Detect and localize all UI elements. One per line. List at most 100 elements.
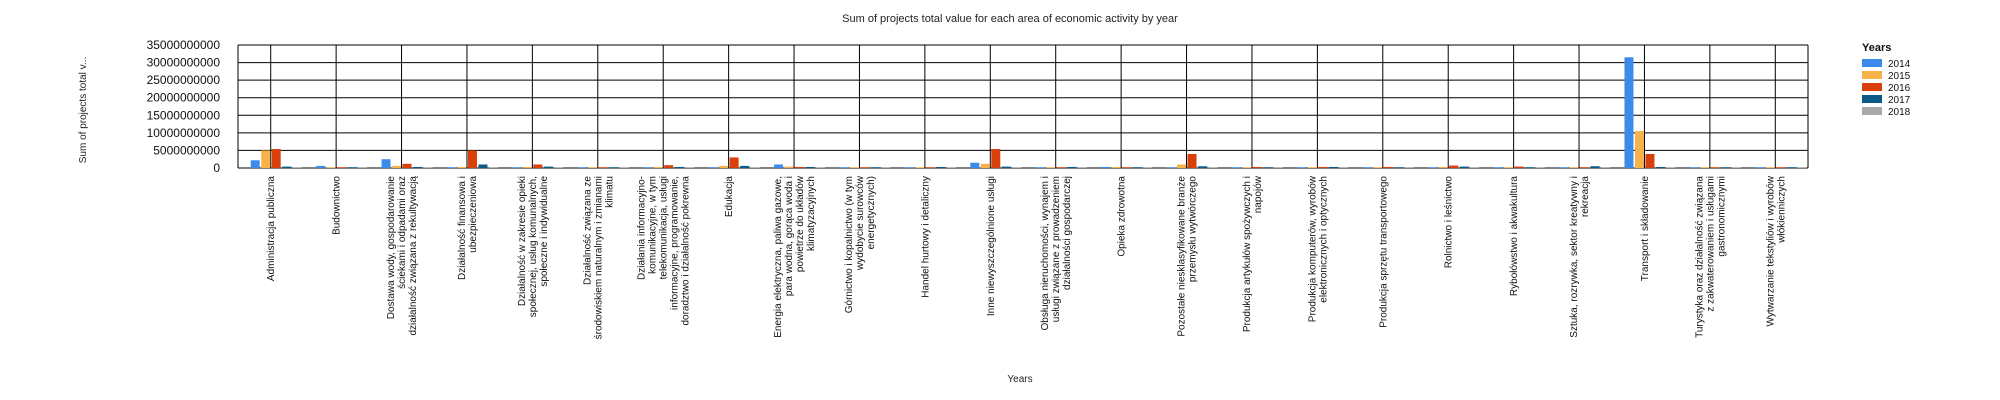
bar-2018 <box>292 167 302 168</box>
x-tick-label-line: Sztuka, rozrywka, sektor kreatywny i <box>1569 176 1580 338</box>
x-tick-label-line: Opieka zdrowotna <box>1117 176 1128 257</box>
x-tick-label-line: informacyjne, programowanie, <box>670 176 681 310</box>
x-tick-label-line: napojów <box>1253 175 1264 213</box>
bar-2015 <box>1307 167 1317 168</box>
x-tick-label-line: klimatu <box>604 176 615 208</box>
bar-2015 <box>1765 167 1775 168</box>
bar-2016 <box>271 149 281 168</box>
bar-2017 <box>543 166 553 168</box>
bar-2018 <box>816 167 826 168</box>
bar-2016 <box>1580 167 1590 168</box>
x-tick-label-line: Działalność związana ze <box>582 176 593 285</box>
legend-swatch-2016 <box>1862 83 1882 91</box>
bar-2018 <box>358 167 368 168</box>
bar-2017 <box>1198 166 1208 168</box>
x-tick-label-line: działalności gospodarczej <box>1062 176 1073 290</box>
bar-2014 <box>970 162 980 168</box>
x-tick-label-text: Dostawa wody, gospodarowanieściekami i o… <box>386 176 419 336</box>
x-tick-label-line: Działania informacyjno- <box>637 176 648 280</box>
bar-2018 <box>1077 167 1087 168</box>
bar-2014 <box>512 167 522 168</box>
x-tick-label-line: Turystyka oraz działalność związana <box>1694 176 1705 338</box>
y-axis-label: Sum of projects total v... <box>78 57 89 164</box>
bar-2017 <box>936 166 946 168</box>
bar-2018 <box>1731 167 1741 168</box>
x-axis-label: Years <box>1007 374 1032 385</box>
bar-2015 <box>457 166 467 168</box>
bar-2017 <box>674 166 684 168</box>
x-tick-label-line: Transport i składowanie <box>1640 176 1651 282</box>
x-tick-label-text: Produkcja artykułów spożywczych inapojów <box>1242 175 1264 332</box>
x-tick-label-line: rekreacja <box>1580 176 1591 218</box>
x-tick-label: Wytwarzanie tekstyliów i wyrobówwłókienn… <box>1765 175 1787 326</box>
bar-2014 <box>1166 167 1176 168</box>
x-tick-label: Pozostałe niesklasyfikowane branżeprzemy… <box>1177 176 1199 337</box>
y-tick-label: 25000000000 <box>147 73 221 87</box>
x-tick-label: Obsługa nieruchomości, wynajem iusługi z… <box>1040 176 1073 331</box>
x-tick-label-line: Handel hurtowy i detaliczny <box>920 176 931 298</box>
gridlines <box>237 44 1809 169</box>
bar-2015 <box>1438 166 1448 168</box>
x-tick-label-line: przemysłu wytwórczego <box>1188 176 1199 283</box>
x-tick-label-line: Działalność finansowa i <box>457 176 468 280</box>
bar-2014 <box>1362 167 1372 168</box>
x-tick-label-text: Transport i składowanie <box>1640 176 1651 282</box>
bar-2017 <box>870 167 880 168</box>
x-tick-label: Transport i składowanie <box>1640 176 1651 282</box>
bar-2018 <box>1404 167 1414 168</box>
bar-2015 <box>522 166 532 168</box>
bar-2016 <box>1122 167 1132 168</box>
x-tick-label: Działania informacyjno-komunikacyjne, w … <box>637 176 692 326</box>
bar-2018 <box>619 167 629 168</box>
bar-2014 <box>250 160 260 168</box>
x-tick-label-line: Wytwarzanie tekstyliów i wyrobów <box>1765 175 1776 326</box>
x-tick-label: Turystyka oraz działalność związanaz zak… <box>1694 176 1727 338</box>
bar-2014 <box>1559 167 1569 168</box>
bar-2018 <box>750 167 760 168</box>
x-tick-label: Administracja publiczna <box>266 176 277 281</box>
x-tick-label: Produkcja sprzętu transportowego <box>1378 176 1389 328</box>
bar-2017 <box>1394 167 1404 168</box>
bar-2017 <box>1328 166 1338 168</box>
bar-2018 <box>1601 167 1611 168</box>
bar-2017 <box>1786 167 1796 168</box>
x-tick-label-line: Energia elektryczna, paliwa gazowe, <box>773 176 784 338</box>
bar-2016 <box>533 164 543 168</box>
bar-2014 <box>381 159 391 168</box>
bar-2017 <box>1590 166 1600 168</box>
x-tick-label-line: para wodna, gorąca woda i <box>784 176 795 296</box>
bar-2014 <box>316 165 326 168</box>
y-tick-label: 20000000000 <box>147 91 221 105</box>
chart-title: Sum of projects total value for each are… <box>842 13 1178 25</box>
x-tick-label-text: Handel hurtowy i detaliczny <box>920 176 931 298</box>
x-tick-label: Górnictwo i kopalnictwo (w tymwydobycie … <box>844 175 877 313</box>
bar-2016 <box>1645 153 1655 168</box>
bars <box>250 57 1807 168</box>
bar-2017 <box>740 165 750 168</box>
bar-2016 <box>991 149 1001 168</box>
bar-2015 <box>1634 131 1644 168</box>
bar-2014 <box>839 167 849 168</box>
bar-2015 <box>980 163 990 168</box>
x-tick-label-text: Działalność w zakresie opiekispołecznej,… <box>517 176 550 318</box>
bar-2015 <box>1242 167 1252 168</box>
x-tick-label-line: Produkcja artykułów spożywczych i <box>1242 176 1253 332</box>
x-tick-label-text: Obsługa nieruchomości, wynajem iusługi z… <box>1040 176 1073 331</box>
bar-2018 <box>1143 167 1153 168</box>
legend-title: Years <box>1862 42 1891 54</box>
x-tick-label: Rolnictwo i leśnictwo <box>1444 176 1455 269</box>
x-tick-label-text: Rolnictwo i leśnictwo <box>1444 176 1455 269</box>
x-tick-label-text: Działalność związana ześrodowiskiem natu… <box>582 176 615 340</box>
bar-2016 <box>467 150 477 168</box>
bar-2016 <box>664 165 674 168</box>
legend-label: 2014 <box>1888 59 1911 70</box>
bar-2017 <box>1132 167 1142 168</box>
y-axis-ticks: 0 5000000000 10000000000 15000000000 2000000… <box>147 38 221 175</box>
x-axis-categories: Administracja publiczna Budownictwo Dostaw… <box>266 175 1787 339</box>
x-tick-label: Sztuka, rozrywka, sektor kreatywny irekr… <box>1569 176 1591 338</box>
x-tick-label-line: społecznej, usług komunalnych, <box>528 176 539 317</box>
x-tick-label: Edukacja <box>724 176 735 218</box>
legend-label: 2018 <box>1888 107 1911 118</box>
bar-2016 <box>1776 167 1786 168</box>
